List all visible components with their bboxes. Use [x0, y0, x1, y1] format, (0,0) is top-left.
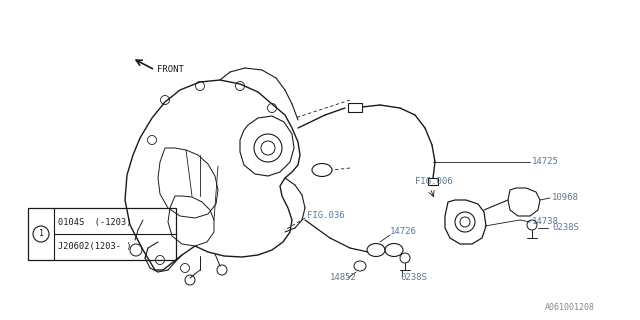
Text: A061001208: A061001208: [545, 303, 595, 313]
Text: J20602(1203- ): J20602(1203- ): [58, 242, 131, 251]
Text: 14852: 14852: [330, 274, 357, 283]
Text: 0238S: 0238S: [400, 274, 427, 283]
Text: FIG.006: FIG.006: [415, 178, 452, 187]
Text: FRONT: FRONT: [157, 66, 184, 75]
Text: 1: 1: [38, 229, 44, 238]
FancyBboxPatch shape: [348, 103, 362, 112]
Text: 0104S  (-1203): 0104S (-1203): [58, 218, 131, 227]
Text: 14725: 14725: [532, 157, 559, 166]
Bar: [28, 208, 176, 260]
Text: 10968: 10968: [552, 194, 579, 203]
Text: 0238S: 0238S: [552, 223, 579, 233]
Text: 14726: 14726: [390, 228, 417, 236]
Text: 14738: 14738: [532, 218, 559, 227]
Text: FIG.036: FIG.036: [307, 212, 344, 220]
FancyBboxPatch shape: [428, 178, 438, 185]
